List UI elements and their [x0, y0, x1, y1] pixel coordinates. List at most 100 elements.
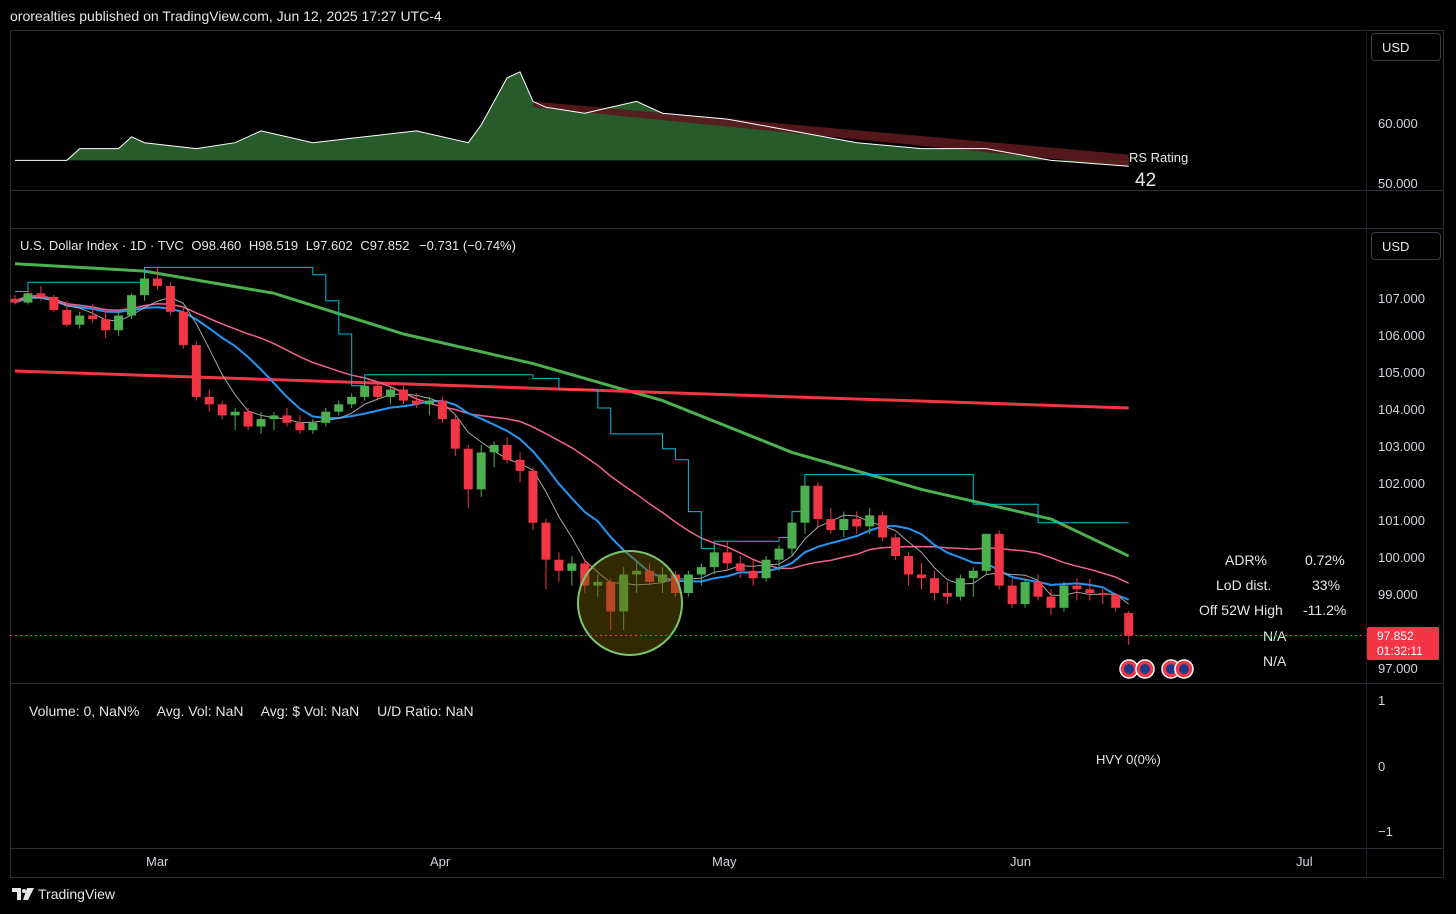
- currency-button-rs[interactable]: USD: [1371, 33, 1441, 61]
- candle-body: [178, 311, 188, 346]
- hvy-label: HVY 0(0%): [1096, 752, 1161, 767]
- candle-body: [891, 537, 901, 556]
- stat-label-off-high: Off 52W High: [1199, 602, 1283, 618]
- candle-body: [942, 593, 952, 597]
- avg-vol-value: Avg. Vol: NaN: [156, 703, 244, 719]
- candle-body: [295, 422, 305, 431]
- volume-axis-tick: −1: [1378, 824, 1393, 839]
- candle-body: [593, 581, 603, 586]
- us-flag-event-icon-inner: [1140, 664, 1150, 674]
- candle-body: [256, 419, 266, 427]
- publisher-bar: ororealties published on TradingView.com…: [0, 0, 1456, 30]
- candle-body: [774, 548, 784, 560]
- candle-body: [748, 570, 758, 579]
- candle-body: [580, 563, 590, 586]
- candle-body: [308, 422, 318, 431]
- candle-body: [165, 285, 175, 312]
- close-value: 97.852: [369, 238, 410, 253]
- rs-area-below: [533, 101, 1129, 167]
- candle-body: [994, 533, 1004, 586]
- open-value: 98.460: [201, 238, 242, 253]
- symbol-legend[interactable]: U.S. Dollar Index · 1D · TVC O98.460 H98…: [20, 238, 516, 253]
- price-axis-separator: [1366, 30, 1367, 878]
- candle-body: [1059, 585, 1069, 608]
- last-price: 97.852: [1377, 629, 1414, 643]
- candle-body: [476, 452, 486, 490]
- open-label: O: [191, 238, 202, 253]
- candle-body: [981, 533, 991, 571]
- candle-body: [36, 293, 46, 297]
- footer-brand: TradingView: [38, 886, 116, 902]
- candle-body: [360, 385, 370, 397]
- candle-body: [489, 445, 499, 453]
- low-value: 97.602: [312, 238, 353, 253]
- candle-body: [683, 574, 693, 593]
- high-label: H: [248, 238, 259, 253]
- tradingview-logo[interactable]: TradingView: [12, 886, 115, 902]
- candle-body: [269, 415, 279, 420]
- price-axis-tick: 105.000: [1378, 365, 1425, 380]
- candle-body: [282, 415, 292, 423]
- main-pane-top-divider[interactable]: [10, 228, 1444, 229]
- volume-legend: Volume: 0, NaN% Avg. Vol: NaN Avg: $ Vol…: [29, 703, 488, 719]
- price-axis-tick: 107.000: [1378, 291, 1425, 306]
- candle-body: [878, 515, 888, 538]
- candle-body: [321, 411, 331, 423]
- time-axis-label: Mar: [146, 854, 169, 869]
- stepped-high-line: [15, 266, 1129, 550]
- candle-body: [735, 563, 745, 571]
- candle-body: [813, 485, 823, 519]
- candle-body: [49, 297, 59, 310]
- volume-pane-divider[interactable]: [10, 683, 1444, 684]
- symbol-title[interactable]: U.S. Dollar Index · 1D · TVC: [20, 238, 184, 253]
- candle-body: [101, 319, 111, 331]
- candle-body: [554, 559, 564, 571]
- stat-value-na-1: N/A: [1263, 628, 1287, 644]
- candle-body: [1111, 594, 1121, 608]
- avg-dollar-vol-value: Avg: $ Vol: NaN: [260, 703, 360, 719]
- bar-countdown: 01:32:11: [1377, 644, 1423, 658]
- candle-body: [658, 574, 667, 582]
- time-axis-label: May: [712, 854, 737, 869]
- last-price-badge: 97.852 01:32:11: [1367, 627, 1439, 660]
- stat-value-off-high: -11.2%: [1303, 602, 1347, 618]
- candle-body: [399, 389, 408, 401]
- candle-body: [424, 400, 434, 405]
- candle-body: [826, 519, 836, 531]
- candle-body: [619, 574, 629, 612]
- price-axis-tick: 100.000: [1378, 550, 1425, 565]
- candle-body: [515, 459, 525, 471]
- price-axis-tick: 102.000: [1378, 476, 1425, 491]
- time-axis-label: Jun: [1010, 854, 1031, 869]
- price-axis-tick: 99.000: [1378, 587, 1418, 602]
- publisher-line: ororealties published on TradingView.com…: [10, 8, 442, 24]
- ma-50-line: [14, 262, 1130, 558]
- currency-label: USD: [1382, 40, 1410, 55]
- us-flag-event-icon-inner: [1179, 664, 1189, 674]
- currency-button-main[interactable]: USD: [1371, 232, 1441, 260]
- ma-20-line: [14, 295, 1130, 584]
- candle-body: [761, 559, 771, 579]
- candle-body: [955, 578, 965, 597]
- candle-body: [1033, 581, 1043, 597]
- candle-body: [411, 400, 421, 405]
- candle-body: [722, 552, 732, 564]
- stat-value-adr: 0.72%: [1305, 552, 1345, 568]
- rs-rating-value: 42: [1135, 170, 1157, 191]
- time-axis-divider: [10, 848, 1444, 849]
- candle-body: [62, 309, 72, 325]
- price-axis-tick: 101.000: [1378, 513, 1425, 528]
- candle-body: [1085, 589, 1095, 593]
- candle-body: [528, 470, 538, 523]
- chart-frame[interactable]: [10, 30, 1444, 878]
- candle-body: [23, 293, 33, 303]
- time-axis-label: Jul: [1296, 854, 1313, 869]
- price-axis-tick: 106.000: [1378, 328, 1425, 343]
- candle-body: [800, 485, 810, 523]
- candle-body: [606, 581, 616, 612]
- us-flag-event-icon-inner: [1124, 664, 1134, 674]
- candle-body: [191, 345, 201, 397]
- ma-10-line: [14, 296, 1130, 601]
- footer-bar: [0, 878, 1456, 914]
